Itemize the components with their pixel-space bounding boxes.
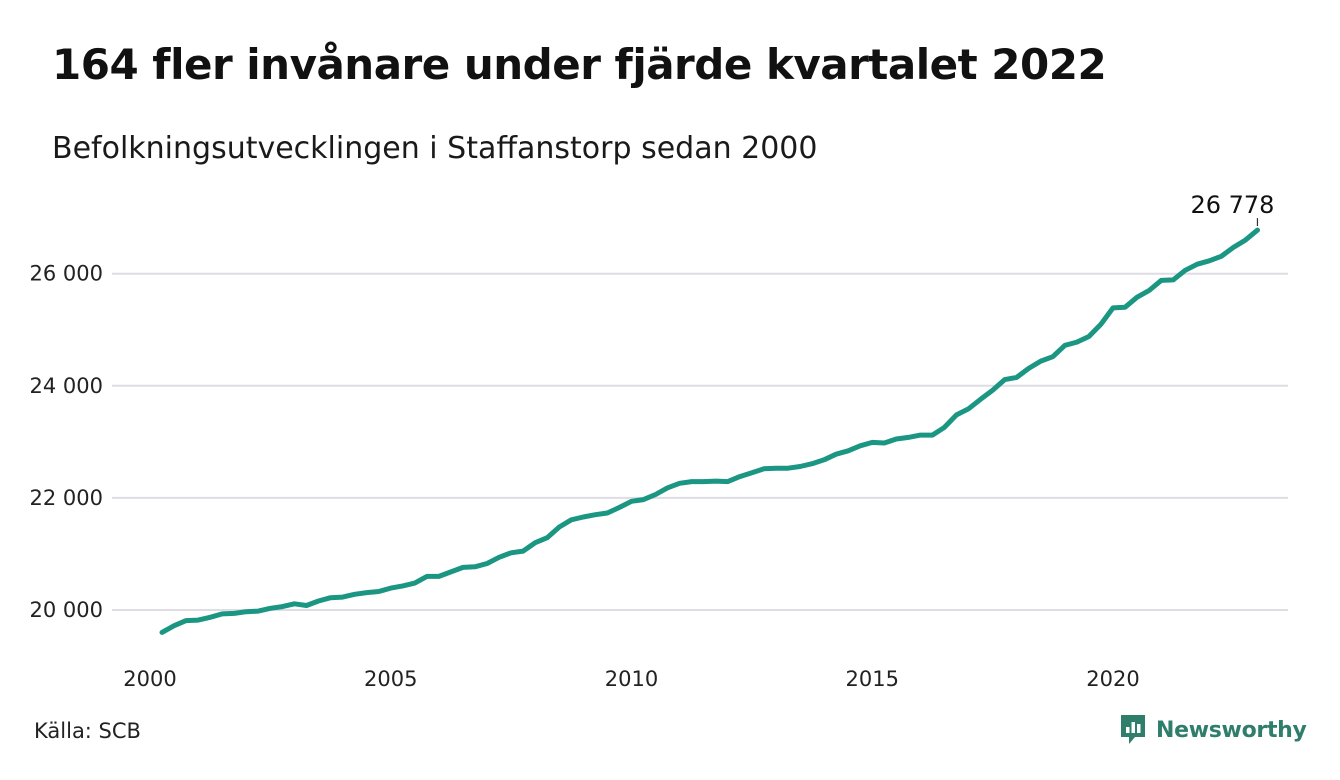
- series-line: [159, 227, 1260, 635]
- x-tick-label: 2020: [1086, 667, 1139, 691]
- y-tick-label: 22 000: [30, 486, 103, 510]
- chart-title: 164 fler invånare under fjärde kvartalet…: [52, 40, 1107, 89]
- y-tick-label: 20 000: [30, 598, 103, 622]
- chart-subtitle: Befolkningsutvecklingen i Staffanstorp s…: [52, 131, 818, 166]
- x-tick-label: 2000: [123, 667, 176, 691]
- gridlines: [112, 272, 1288, 611]
- end-value-label: 26 778: [1190, 191, 1274, 219]
- y-tick-label: 26 000: [30, 262, 103, 286]
- y-tick-label: 24 000: [30, 374, 103, 398]
- brand-name: Newsworthy: [1156, 717, 1307, 743]
- source-note: Källa: SCB: [34, 719, 141, 743]
- x-tick-label: 2005: [364, 667, 417, 691]
- x-tick-label: 2010: [605, 667, 658, 691]
- x-axis: 2000 2005 2010 2015 2020: [123, 667, 1139, 691]
- brand-logo: Newsworthy: [1118, 713, 1307, 747]
- newsworthy-logo-icon: [1121, 715, 1145, 744]
- x-tick-label: 2015: [846, 667, 899, 691]
- y-axis: 20 000 22 000 24 000 26 000: [30, 262, 103, 622]
